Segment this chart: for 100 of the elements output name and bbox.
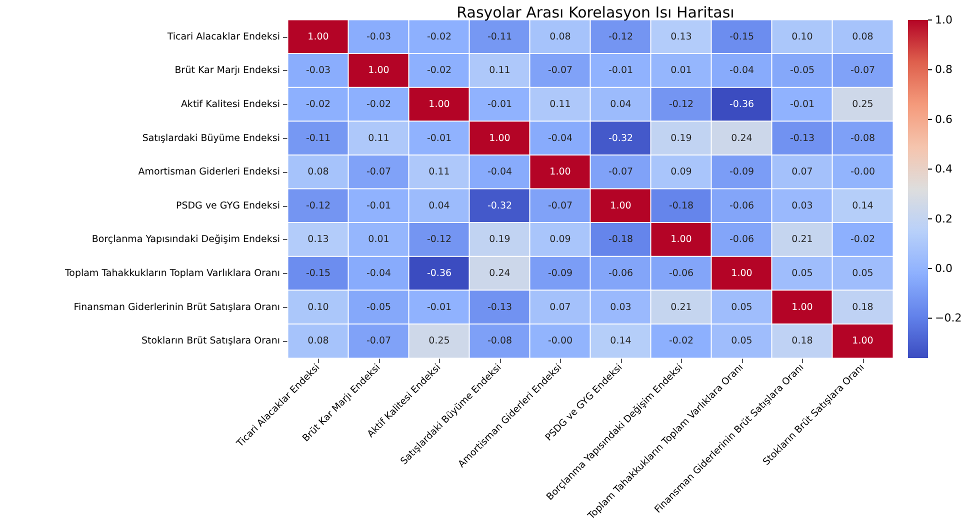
data-label: -0.02 — [426, 65, 452, 76]
data-label: -0.07 — [366, 166, 392, 178]
data-label: 0.19 — [489, 234, 510, 246]
data-label: -0.12 — [668, 99, 694, 110]
data-label: 0.13 — [308, 234, 329, 246]
data-label: -0.01 — [426, 302, 452, 313]
data-label: 0.14 — [610, 336, 632, 347]
y-tick-label: Brüt Kar Marjı Endeksi — [174, 65, 280, 76]
data-label: -0.03 — [306, 65, 331, 76]
data-label: 1.00 — [308, 31, 329, 42]
data-label: -0.04 — [548, 132, 573, 144]
data-label: -0.15 — [729, 31, 754, 42]
data-label: -0.08 — [850, 132, 876, 144]
data-label: -0.05 — [366, 302, 392, 313]
y-tick-label: Aktif Kalitesi Endeksi — [180, 99, 280, 110]
data-label: 0.08 — [308, 336, 329, 347]
data-label: -0.18 — [668, 200, 694, 212]
data-label: 0.05 — [852, 268, 874, 279]
data-label: -0.11 — [487, 31, 512, 42]
data-label: -0.12 — [426, 234, 452, 246]
data-label: 0.11 — [368, 132, 390, 144]
data-label: 1.00 — [489, 132, 510, 144]
data-label: 0.08 — [308, 166, 329, 178]
data-label: -0.13 — [790, 132, 815, 144]
data-label: -0.02 — [366, 99, 392, 110]
data-label: 0.24 — [489, 268, 510, 279]
data-label: -0.07 — [608, 166, 634, 178]
chart-title: Rasyolar Arası Korelasyon Isı Haritası — [456, 4, 734, 22]
data-label: 1.00 — [368, 65, 390, 76]
data-label: 0.01 — [368, 234, 390, 246]
y-tick-label: Toplam Tahakkukların Toplam Varlıklara Oranı — [64, 268, 280, 279]
data-label: -0.07 — [850, 65, 876, 76]
data-label: -0.02 — [426, 31, 452, 42]
data-label: -0.04 — [487, 166, 512, 178]
data-label: -0.06 — [729, 234, 754, 246]
color-bar-label: 0.8 — [935, 63, 952, 76]
data-label: -0.02 — [306, 99, 331, 110]
data-label: 0.08 — [852, 31, 874, 42]
data-label: -0.07 — [548, 200, 573, 212]
data-label: -0.18 — [608, 234, 634, 246]
data-label: -0.15 — [306, 268, 331, 279]
data-label: 1.00 — [610, 200, 632, 212]
data-label: -0.01 — [487, 99, 512, 110]
data-label: -0.32 — [487, 200, 512, 212]
data-label: -0.08 — [487, 336, 512, 347]
color-bar-label: −0.2 — [935, 312, 962, 325]
data-label: -0.05 — [790, 65, 815, 76]
data-label: 0.11 — [428, 166, 450, 178]
y-tick-label: Stokların Brüt Satışlara Oranı — [141, 336, 280, 347]
data-label: 0.25 — [852, 99, 874, 110]
data-label: 0.03 — [610, 302, 632, 313]
data-label: 0.04 — [428, 200, 450, 212]
data-label: -0.11 — [306, 132, 331, 144]
color-bar-label: 0.2 — [935, 212, 952, 226]
data-label: -0.13 — [487, 302, 512, 313]
data-label: -0.04 — [366, 268, 392, 279]
color-bar-label: 0.4 — [935, 162, 952, 176]
y-tick-label: Ticari Alacaklar Endeksi — [166, 31, 280, 42]
data-label: -0.01 — [608, 65, 634, 76]
data-label: -0.06 — [608, 268, 634, 279]
data-label: -0.06 — [729, 200, 754, 212]
data-label: 0.10 — [792, 31, 813, 42]
data-label: 0.09 — [670, 166, 692, 178]
data-label: -0.09 — [729, 166, 754, 178]
color-bar-label: 0.0 — [935, 262, 952, 276]
data-label: -0.02 — [668, 336, 694, 347]
data-label: -0.07 — [366, 336, 392, 347]
data-label: 0.08 — [550, 31, 571, 42]
data-label: -0.12 — [608, 31, 634, 42]
data-label: 0.03 — [792, 200, 813, 212]
data-label: 0.14 — [852, 200, 874, 212]
data-label: -0.32 — [608, 132, 634, 144]
data-label: 0.05 — [731, 336, 752, 347]
data-label: -0.01 — [426, 132, 452, 144]
data-label: -0.01 — [790, 99, 815, 110]
data-label: 1.00 — [550, 166, 571, 178]
data-label: 0.21 — [792, 234, 813, 246]
data-label: -0.04 — [729, 65, 754, 76]
data-label: -0.00 — [548, 336, 573, 347]
data-label: 1.00 — [670, 234, 692, 246]
data-label: 0.09 — [550, 234, 571, 246]
data-label: 0.18 — [792, 336, 813, 347]
data-label: 1.00 — [428, 99, 450, 110]
data-label: 0.25 — [428, 336, 450, 347]
data-label: 0.01 — [670, 65, 692, 76]
data-label: -0.09 — [548, 268, 573, 279]
data-label: 0.11 — [489, 65, 510, 76]
data-label: 0.07 — [550, 302, 571, 313]
y-tick-label: PSDG ve GYG Endeksi — [176, 200, 280, 212]
data-label: 0.05 — [731, 302, 752, 313]
data-label: 1.00 — [792, 302, 813, 313]
data-label: 0.11 — [550, 99, 571, 110]
data-label: -0.06 — [668, 268, 694, 279]
color-bar-label: 0.6 — [935, 112, 952, 126]
color-bar-label: 1.0 — [935, 14, 952, 26]
y-tick-label: Borçlanma Yapısındaki Değişim Endeksi — [92, 234, 280, 246]
data-label: -0.02 — [850, 234, 876, 246]
data-label: -0.36 — [426, 268, 452, 279]
data-label: 0.18 — [852, 302, 874, 313]
data-label: -0.00 — [850, 166, 876, 178]
